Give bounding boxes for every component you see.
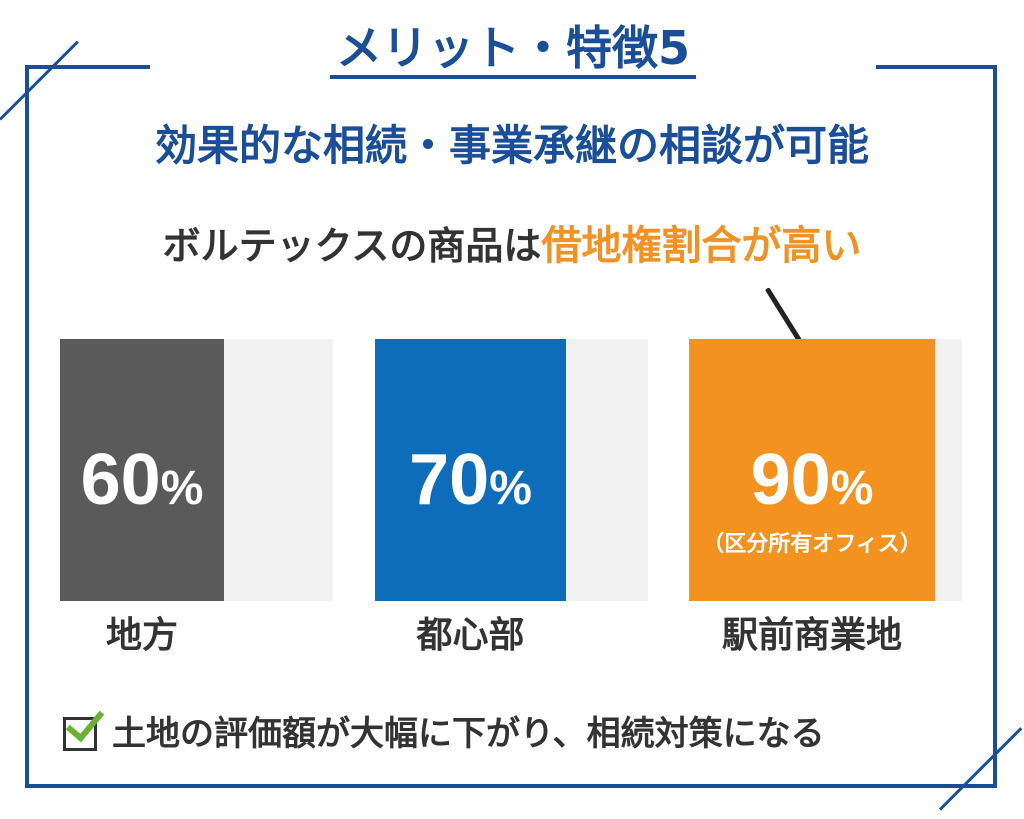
page-headline: 効果的な相続・事業承継の相談が可能 [154,121,869,170]
bar-value-label-2: 90% [689,440,935,540]
category-label-2: 駅前商業地 [721,615,902,656]
bar-value-label-0: 60% [60,440,224,540]
bar-value-number-1: 70 [409,440,490,520]
category-label-0: 地方 [105,615,178,656]
bar-2 [689,339,935,601]
bar-1 [375,339,566,601]
bar-value-unit-1: % [489,462,532,515]
category-label-1: 都心部 [416,615,525,656]
bar-value-number-2: 90 [750,440,831,520]
footer-benefit-text: 土地の評価額が大幅に下がり、相続対策になる [112,714,825,754]
feature-kicker: メリット・特徴5 [150,18,876,79]
subline: ボルテックスの商品は借地権割合が高い [40,218,984,274]
checkbox-checked-icon [63,717,97,751]
bar-value-unit-2: % [830,462,874,515]
bar-value-unit-0: % [160,462,204,515]
bar-annotation-2: （区分所有オフィス） [702,532,922,557]
title-mask [150,55,876,79]
subline-accent: 借地権割合が高い [541,223,862,269]
bar-value-label-1: 70% [375,440,566,540]
bar-0 [60,339,224,601]
bar-value-number-0: 60 [80,440,161,520]
subline-prefix: ボルテックスの商品は [162,224,542,268]
